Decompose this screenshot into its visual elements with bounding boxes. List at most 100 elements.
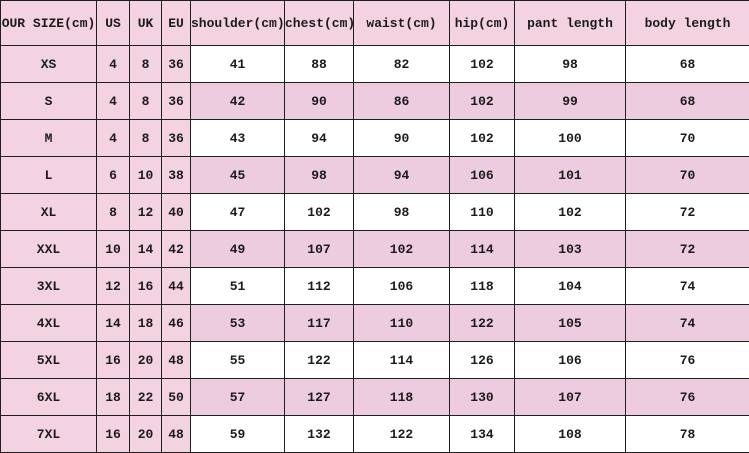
value-cell: 102 [354,231,450,268]
value-cell: 106 [354,268,450,305]
size-label-cell: 4XL [1,305,97,342]
column-header: shoulder(cm) [191,1,285,46]
value-cell: 118 [354,379,450,416]
column-header: body length [626,1,749,46]
value-cell: 90 [285,83,354,120]
value-cell: 134 [450,416,515,453]
size-label-cell: L [1,157,97,194]
value-cell: 106 [515,342,626,379]
value-cell: 47 [191,194,285,231]
value-cell: 98 [515,46,626,83]
value-cell: 40 [162,194,191,231]
value-cell: 10 [130,157,162,194]
size-label-cell: 6XL [1,379,97,416]
value-cell: 106 [450,157,515,194]
size-label-cell: XL [1,194,97,231]
value-cell: 94 [285,120,354,157]
value-cell: 68 [626,83,749,120]
value-cell: 8 [97,194,130,231]
value-cell: 114 [354,342,450,379]
value-cell: 53 [191,305,285,342]
value-cell: 117 [285,305,354,342]
value-cell: 41 [191,46,285,83]
value-cell: 68 [626,46,749,83]
value-cell: 103 [515,231,626,268]
value-cell: 110 [354,305,450,342]
value-cell: 20 [130,342,162,379]
value-cell: 82 [354,46,450,83]
value-cell: 8 [130,120,162,157]
value-cell: 74 [626,268,749,305]
size-label-cell: XXL [1,231,97,268]
value-cell: 100 [515,120,626,157]
value-cell: 48 [162,416,191,453]
value-cell: 76 [626,342,749,379]
value-cell: 20 [130,416,162,453]
value-cell: 127 [285,379,354,416]
value-cell: 114 [450,231,515,268]
value-cell: 4 [97,83,130,120]
value-cell: 105 [515,305,626,342]
value-cell: 107 [285,231,354,268]
value-cell: 98 [285,157,354,194]
value-cell: 12 [130,194,162,231]
value-cell: 70 [626,120,749,157]
value-cell: 90 [354,120,450,157]
value-cell: 122 [285,342,354,379]
value-cell: 49 [191,231,285,268]
value-cell: 18 [97,379,130,416]
value-cell: 36 [162,46,191,83]
value-cell: 86 [354,83,450,120]
value-cell: 44 [162,268,191,305]
value-cell: 4 [97,120,130,157]
value-cell: 14 [130,231,162,268]
value-cell: 118 [450,268,515,305]
column-header: UK [130,1,162,46]
value-cell: 14 [97,305,130,342]
value-cell: 110 [450,194,515,231]
value-cell: 122 [450,305,515,342]
value-cell: 8 [130,46,162,83]
value-cell: 94 [354,157,450,194]
value-cell: 102 [450,46,515,83]
value-cell: 38 [162,157,191,194]
value-cell: 18 [130,305,162,342]
value-cell: 107 [515,379,626,416]
value-cell: 102 [285,194,354,231]
value-cell: 99 [515,83,626,120]
value-cell: 36 [162,120,191,157]
value-cell: 122 [354,416,450,453]
column-header: pant length [515,1,626,46]
size-label-cell: M [1,120,97,157]
value-cell: 102 [450,83,515,120]
value-cell: 36 [162,83,191,120]
size-label-cell: S [1,83,97,120]
value-cell: 51 [191,268,285,305]
value-cell: 6 [97,157,130,194]
value-cell: 132 [285,416,354,453]
value-cell: 22 [130,379,162,416]
column-header: hip(cm) [450,1,515,46]
value-cell: 70 [626,157,749,194]
column-header: EU [162,1,191,46]
value-cell: 16 [130,268,162,305]
value-cell: 45 [191,157,285,194]
value-cell: 76 [626,379,749,416]
value-cell: 88 [285,46,354,83]
size-label-cell: 7XL [1,416,97,453]
value-cell: 59 [191,416,285,453]
value-cell: 78 [626,416,749,453]
value-cell: 104 [515,268,626,305]
value-cell: 42 [191,83,285,120]
value-cell: 101 [515,157,626,194]
column-header: OUR SIZE(cm) [1,1,97,46]
value-cell: 57 [191,379,285,416]
